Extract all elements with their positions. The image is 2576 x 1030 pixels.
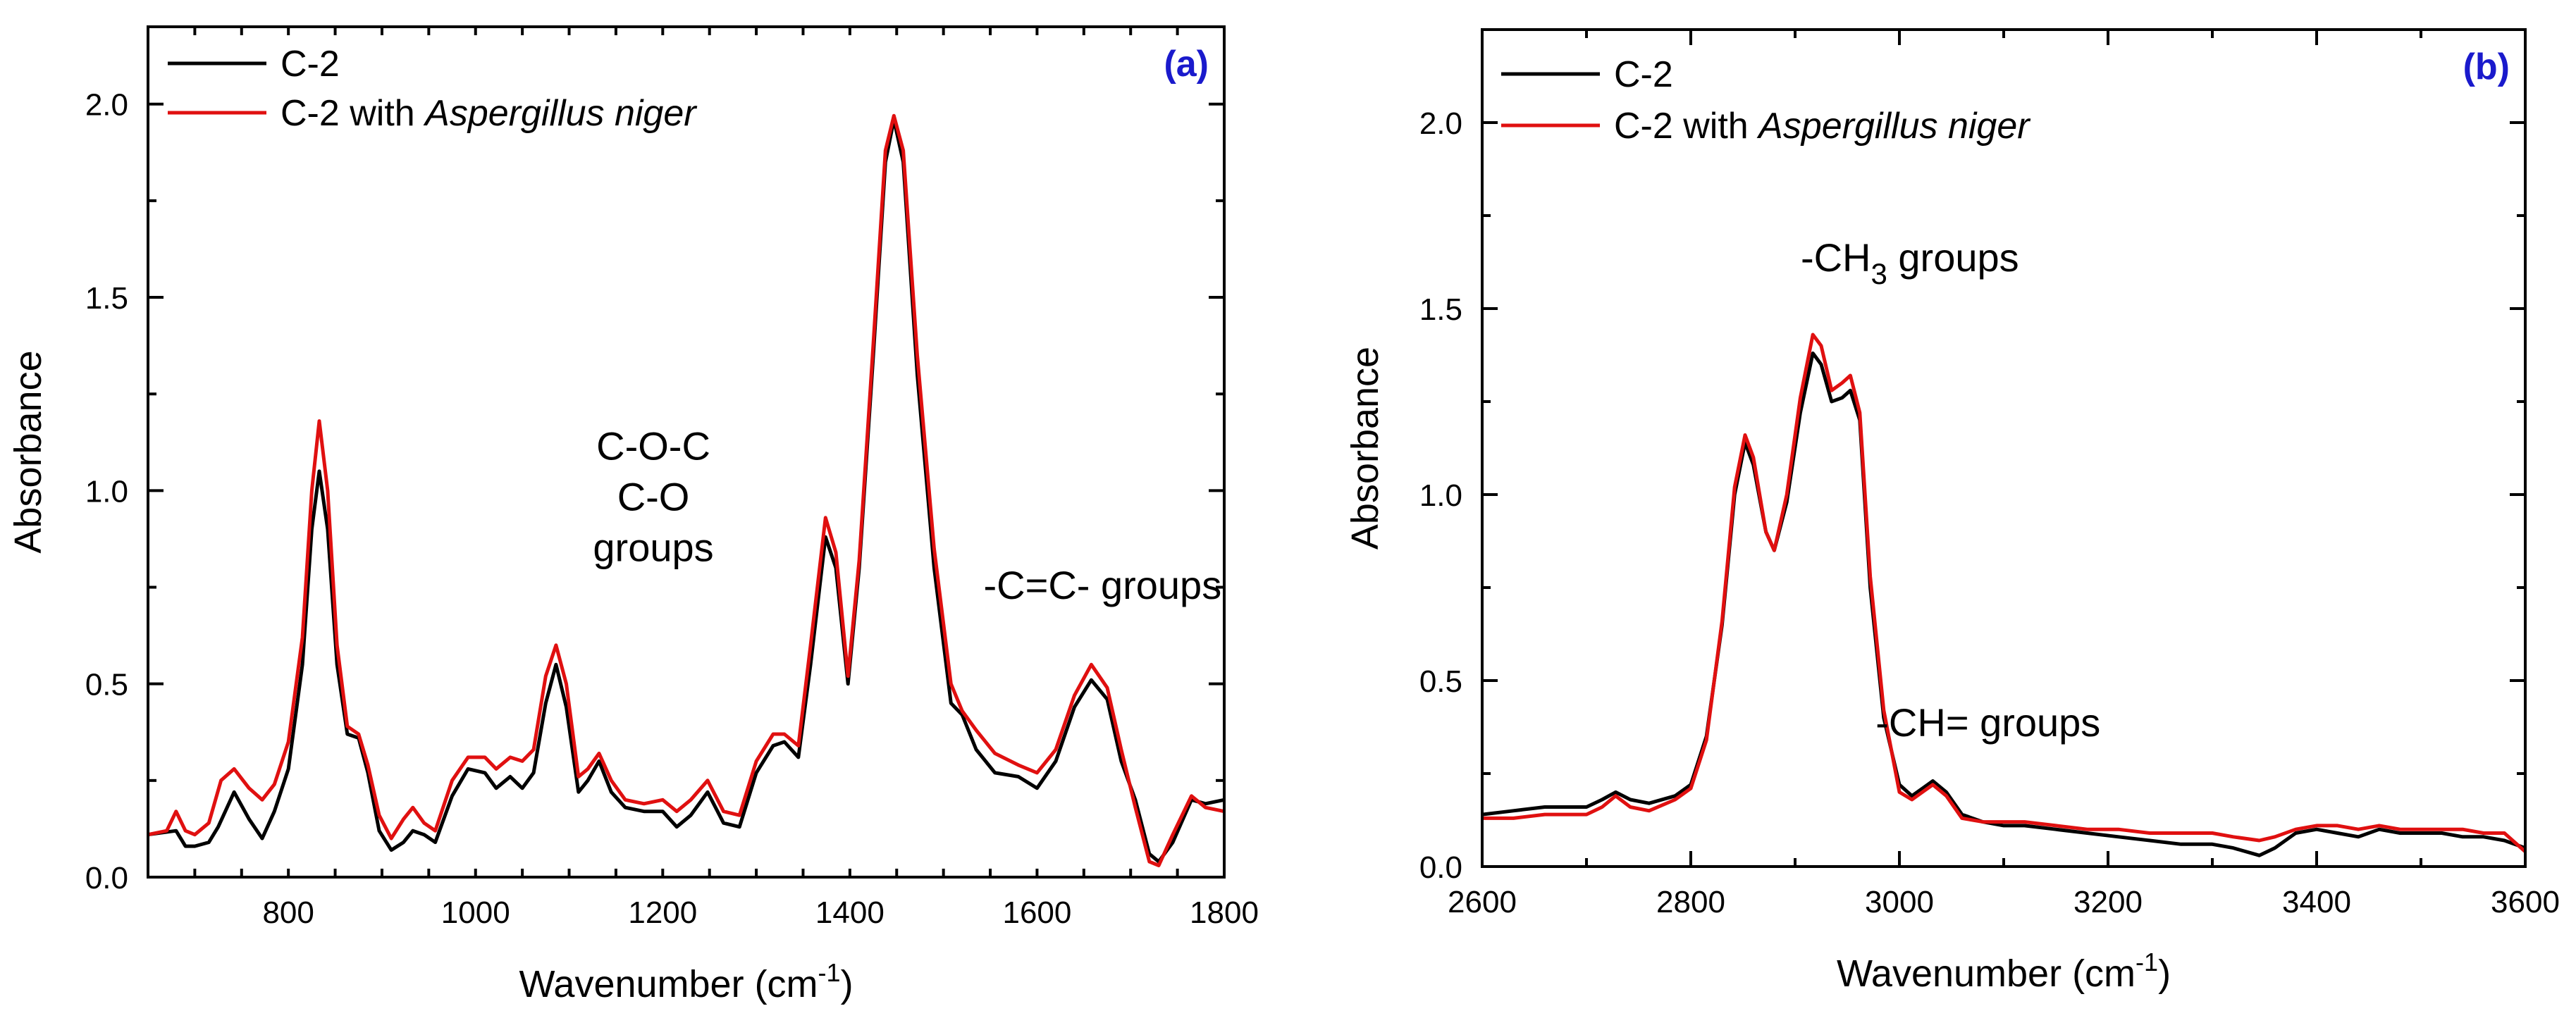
x-tick-label: 800 xyxy=(262,895,314,930)
x-axis-title: Wavenumber (cm-1) xyxy=(1837,948,2171,995)
annotation-label: -CH= groups xyxy=(1875,700,2100,745)
legend-label: C-2 with Aspergillus niger xyxy=(281,93,698,134)
x-tick-label: 3600 xyxy=(2491,885,2560,919)
y-axis-title: Absorbance xyxy=(7,350,49,553)
legend-label: C-2 xyxy=(281,44,340,85)
x-tick-label: 1400 xyxy=(815,895,885,930)
series-line-c2-aspergillus xyxy=(148,113,1224,867)
y-tick-label: 1.0 xyxy=(1419,478,1462,513)
y-tick-label: 0.0 xyxy=(85,861,128,895)
legend-label: C-2 xyxy=(1614,54,1673,95)
annotation-label: -CH3 groups xyxy=(1801,235,2019,290)
legend-label: C-2 with Aspergillus niger xyxy=(1614,106,2031,147)
y-tick-label: 0.5 xyxy=(1419,664,1462,699)
y-axis-title: Absorbance xyxy=(1344,347,1386,550)
x-tick-label: 1600 xyxy=(1002,895,1071,930)
x-tick-label: 2600 xyxy=(1448,885,1517,919)
x-tick-label: 3400 xyxy=(2282,885,2351,919)
series-line-c2-aspergillus xyxy=(1482,333,2525,853)
chart-panel-a: 800 1000 1200 1400 1600 1800 0.0 0.5 1.0 1.5 2.0 Wa… xyxy=(7,25,1259,1005)
x-tick-label: 1200 xyxy=(628,895,697,930)
chart-panel-b: 2600 2800 3000 3200 3400 3600 0.0 0.5 1.0 1.5 2.0 W… xyxy=(1344,28,2560,995)
y-tick-label: 2.0 xyxy=(1419,106,1462,141)
y-tick-label: 0.5 xyxy=(85,668,128,702)
annotation-label: C-O-C C-O groups xyxy=(593,423,713,569)
y-tick-label: 1.5 xyxy=(85,281,128,316)
series-line-c2 xyxy=(1482,351,2525,857)
y-tick-label: 0.0 xyxy=(1419,850,1462,885)
series-line-c2 xyxy=(148,118,1224,864)
x-axis-title: Wavenumber (cm-1) xyxy=(519,958,853,1005)
y-tick-label: 1.0 xyxy=(85,474,128,509)
panel-label: (a) xyxy=(1164,44,1209,85)
annotation-label: -C=C- groups xyxy=(984,563,1222,607)
x-tick-label: 1000 xyxy=(441,895,510,930)
x-tick-label: 3000 xyxy=(1865,885,1934,919)
y-tick-label: 2.0 xyxy=(85,88,128,123)
x-tick-label: 3200 xyxy=(2073,885,2143,919)
y-tick-label: 1.5 xyxy=(1419,292,1462,327)
plot-frame xyxy=(147,25,1226,879)
panel-label: (b) xyxy=(2463,46,2510,87)
x-tick-label: 2800 xyxy=(1656,885,1725,919)
x-tick-label: 1800 xyxy=(1190,895,1259,930)
